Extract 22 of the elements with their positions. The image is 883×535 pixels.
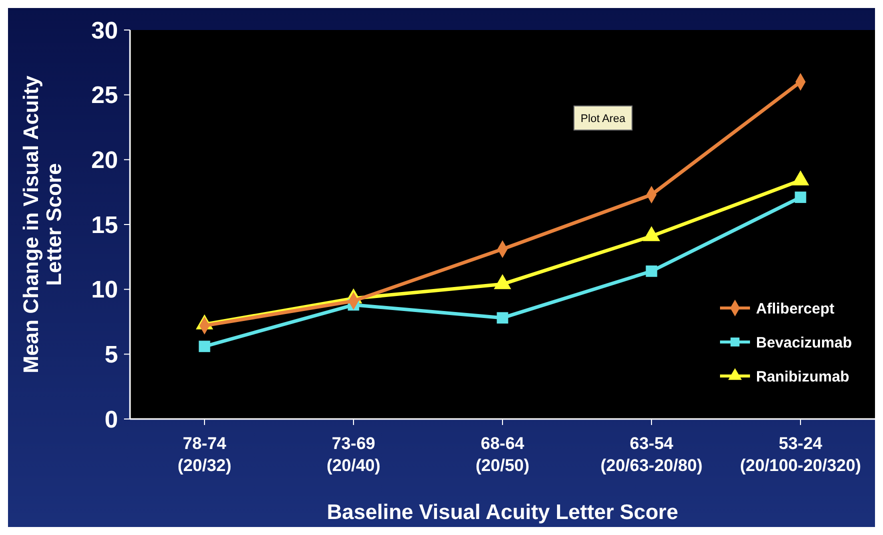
x-axis-title: Baseline Visual Acuity Letter Score xyxy=(326,501,678,524)
y-axis-title: Mean Change in Visual Acuity Letter Score xyxy=(20,75,66,374)
y-tick-label: 20 xyxy=(91,147,118,174)
x-tick-label: 53-24 (20/100-20/320) xyxy=(740,434,861,475)
legend-label: Bevacizumab xyxy=(756,334,852,352)
x-tick-label: 63-54 (20/63-20/80) xyxy=(600,434,703,475)
legend-label: Ranibizumab xyxy=(756,368,850,386)
point xyxy=(198,340,210,352)
x-tick-label: 73-69 (20/40) xyxy=(326,434,380,475)
x-tick-label: 78-74 (20/32) xyxy=(178,434,232,475)
y-tick-label: 10 xyxy=(91,276,118,304)
y-tick-label: 30 xyxy=(91,17,118,44)
y-tick-label: 15 xyxy=(91,212,118,239)
point xyxy=(496,312,508,324)
y-tick-label: 0 xyxy=(104,406,118,434)
point xyxy=(794,192,806,203)
annotation: Plot Area xyxy=(580,112,626,125)
y-tick-label: 25 xyxy=(91,82,118,110)
x-tick-label: 68-64 (20/50) xyxy=(476,434,530,475)
y-tick-label: 5 xyxy=(104,342,118,369)
legend-label: Aflibercept xyxy=(756,300,834,318)
point xyxy=(646,265,658,277)
